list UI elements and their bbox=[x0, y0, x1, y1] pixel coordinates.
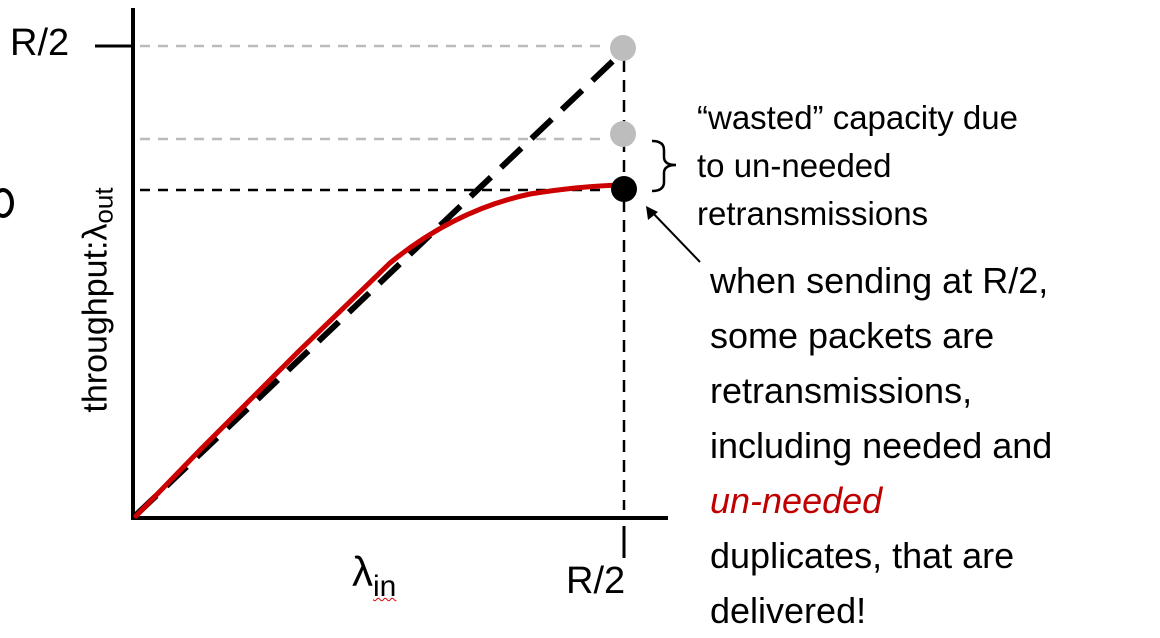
y-tick-label: R/2 bbox=[10, 22, 70, 64]
wasted-brace bbox=[651, 139, 677, 193]
annotation-arrow bbox=[649, 209, 701, 263]
cropped-shape-fragment bbox=[0, 188, 14, 218]
throughput-curve bbox=[133, 182, 625, 519]
marker-mid-gray bbox=[610, 121, 636, 147]
sending-note: when sending at R/2, some packets are re… bbox=[710, 253, 1052, 638]
throughput-diagram bbox=[95, 8, 701, 558]
annotation-arrowhead bbox=[646, 206, 658, 220]
wasted-capacity-note: “wasted” capacity due to un-needed retra… bbox=[697, 99, 1018, 232]
lambda-symbol: λ bbox=[76, 223, 115, 241]
sending-note-line: including needed and bbox=[710, 425, 1053, 466]
sending-note-line: delivered! bbox=[710, 590, 867, 631]
sending-note-line: when sending at R/2, bbox=[710, 260, 1049, 301]
y-axis-label-text: throughput: bbox=[76, 240, 115, 413]
sending-note-line: some packets are bbox=[710, 315, 995, 356]
ideal-throughput-line bbox=[133, 57, 617, 518]
lambda-symbol: λ bbox=[352, 548, 373, 595]
marker-delivered-black bbox=[611, 176, 637, 202]
x-axis-label-subscript: in bbox=[373, 570, 397, 603]
y-axis-label: throughput:λout bbox=[76, 187, 119, 413]
sending-note-emphasis: un-needed bbox=[710, 480, 883, 521]
sending-note-line: duplicates, that are bbox=[710, 535, 1015, 576]
marker-r2-gray bbox=[610, 35, 636, 61]
x-axis-label: λin bbox=[352, 548, 396, 603]
x-tick-label: R/2 bbox=[566, 560, 626, 602]
sending-note-line: retransmissions, bbox=[710, 370, 973, 411]
y-axis-label-subscript: out bbox=[88, 187, 119, 224]
